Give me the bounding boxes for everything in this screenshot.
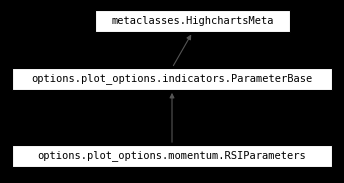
FancyBboxPatch shape (95, 10, 290, 32)
Text: options.plot_options.indicators.ParameterBase: options.plot_options.indicators.Paramete… (31, 74, 313, 84)
Text: metaclasses.HighchartsMeta: metaclasses.HighchartsMeta (111, 16, 274, 26)
Text: options.plot_options.momentum.RSIParameters: options.plot_options.momentum.RSIParamet… (37, 151, 307, 161)
FancyBboxPatch shape (12, 68, 332, 90)
FancyBboxPatch shape (12, 145, 332, 167)
